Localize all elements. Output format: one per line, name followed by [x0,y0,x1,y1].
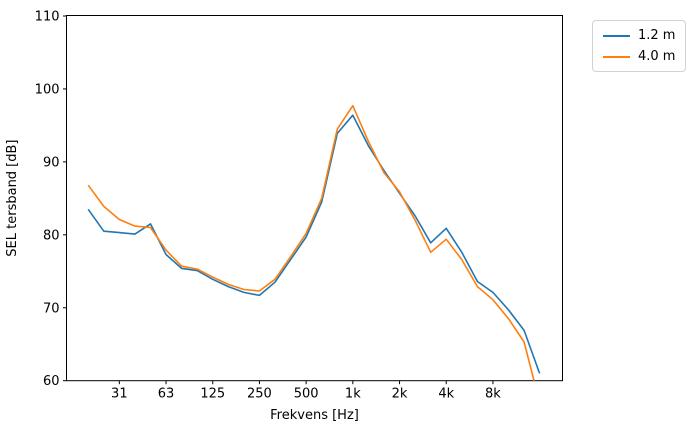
legend-item-4-0m: 4.0 m [603,50,675,63]
x-tick-label: 31 [111,387,128,402]
legend-line-swatch [603,34,630,37]
y-tick-label: 60 [43,374,60,389]
axes-spines [66,15,563,382]
y-tick-label: 110 [35,10,60,25]
y-tick-label: 100 [35,82,60,97]
legend-label: 1.2 m [638,28,676,43]
x-tick-label: 2k [392,387,408,402]
y-tick-label: 80 [43,228,60,243]
series-line-4-0-m [87,104,535,381]
y-tick-label: 90 [43,155,60,170]
y-tick-label: 70 [43,301,60,316]
x-tick-label: 8k [485,387,501,402]
series-line-1-2-m [87,114,541,374]
x-tick-label: 63 [158,387,175,402]
legend: 1.2 m 4.0 m [592,20,687,72]
x-tick-label: 4k [438,387,454,402]
x-tick-label: 1k [345,387,361,402]
legend-line-swatch [603,55,630,58]
x-tick-label: 500 [294,387,319,402]
y-axis-label: SEL tersband [dB] [5,139,20,256]
legend-item-1-2m: 1.2 m [603,29,675,42]
x-axis-label: Frekvens [Hz] [270,408,359,423]
legend-label: 4.0 m [638,49,676,64]
x-tick-label: 250 [247,387,272,402]
x-tick-label: 125 [200,387,225,402]
